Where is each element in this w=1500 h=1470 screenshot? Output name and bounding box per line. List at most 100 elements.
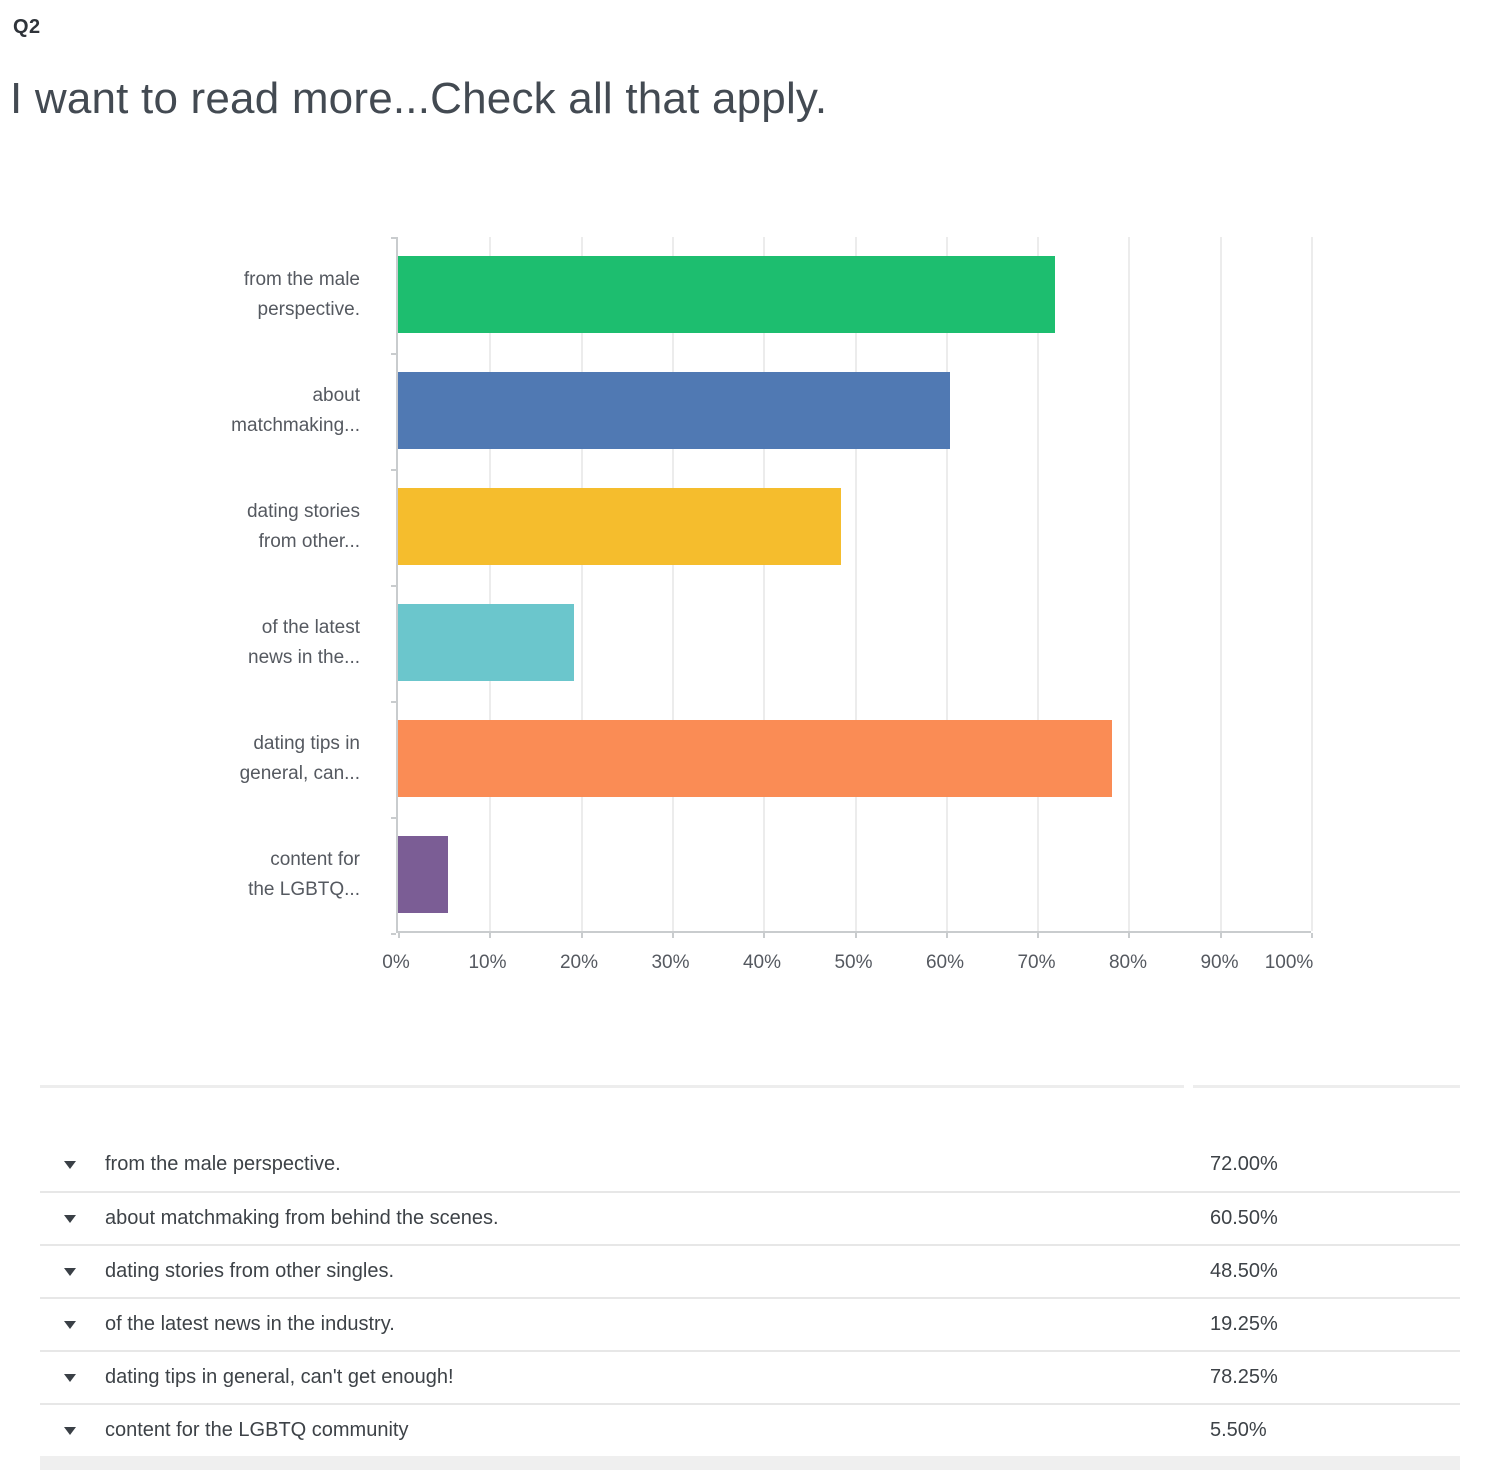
question-number: Q2 (13, 16, 41, 38)
x-axis-tick-label: 40% (742, 952, 782, 973)
category-label-line: about (312, 385, 360, 406)
chart-bar[interactable] (398, 256, 1056, 333)
x-axis-tick (1311, 933, 1313, 938)
response-percentage: 72.00% (1210, 1153, 1278, 1175)
response-percentage: 78.25% (1210, 1366, 1278, 1388)
gridline (763, 237, 766, 931)
x-axis-tick (854, 933, 857, 938)
gridline (945, 237, 948, 931)
table-row: from the male perspective. 72.00% (40, 1138, 1460, 1191)
chevron-down-icon (64, 1267, 76, 1276)
table-row: dating stories from other singles. 48.50% (40, 1244, 1460, 1297)
x-axis-tick-label: 20% (559, 952, 599, 973)
x-axis-tick-label: 70% (1017, 952, 1056, 973)
chart-bar[interactable] (398, 488, 841, 565)
chevron-down-icon (64, 1214, 76, 1223)
expand-row-button[interactable] (63, 1160, 77, 1169)
chevron-down-icon (64, 1160, 76, 1169)
expand-row-button[interactable] (63, 1426, 77, 1435)
category-label: content for the LGBTQ... (0, 817, 360, 933)
chart-bar[interactable] (398, 372, 951, 449)
table-row: about matchmaking from behind the scenes… (40, 1191, 1460, 1244)
answer-choices-column-header (40, 1085, 1184, 1088)
x-axis-tick-label: 90% (1200, 952, 1239, 973)
table-header-spacer (40, 1088, 1460, 1138)
category-label-line: perspective. (257, 299, 360, 320)
answer-choice-label: dating tips in general, can't get enough… (105, 1366, 454, 1388)
category-label: about matchmaking... (0, 353, 360, 469)
gridline (1037, 237, 1040, 931)
chevron-down-icon (64, 1373, 76, 1382)
y-axis-tick (391, 237, 396, 239)
expand-row-button[interactable] (63, 1373, 77, 1382)
category-label-line: dating tips in (253, 733, 360, 754)
response-percentage: 48.50% (1210, 1260, 1278, 1282)
chart-x-axis-labels: 0% 10% 20% 30% 40% 50% 60% 70% 80% 90% 100% (382, 952, 1314, 978)
answer-choice-label: of the latest news in the industry. (105, 1313, 395, 1335)
answer-choice-label: about matchmaking from behind the scenes… (105, 1207, 499, 1229)
answer-choices-table: from the male perspective. 72.00% about ma… (40, 1085, 1460, 1470)
answer-choice-label: from the male perspective. (105, 1153, 341, 1175)
x-axis-tick (671, 933, 674, 938)
bar-chart (391, 237, 1313, 938)
y-axis-tick (391, 353, 396, 355)
category-label-line: of the latest (261, 617, 360, 638)
chart-bar[interactable] (398, 836, 449, 913)
category-label: dating stories from other... (0, 469, 360, 585)
response-percentage: 19.25% (1210, 1313, 1278, 1335)
answer-choice-label: dating stories from other singles. (105, 1260, 395, 1282)
question-title: I want to read more...Check all that app… (10, 74, 828, 123)
category-label: from the male perspective. (0, 237, 360, 353)
x-axis-tick-label: 80% (1108, 952, 1148, 973)
y-axis-tick (391, 585, 396, 587)
table-row: of the latest news in the industry. 19.25… (40, 1297, 1460, 1350)
gridline (1219, 237, 1222, 931)
answer-choice-label: content for the LGBTQ community (105, 1419, 409, 1441)
y-axis-tick (391, 469, 396, 471)
y-axis-tick (391, 933, 396, 935)
x-axis-tick (945, 933, 948, 938)
x-axis-tick (580, 933, 583, 938)
table-row: dating tips in general, can't get enough… (40, 1350, 1460, 1403)
chart-bar[interactable] (398, 720, 1113, 797)
category-label-line: from the male (243, 269, 360, 290)
x-axis-tick-label: 100% (1264, 952, 1314, 973)
gridline (1128, 237, 1131, 931)
category-label-line: content for (270, 849, 360, 870)
x-axis-tick (398, 933, 400, 938)
gridline (1311, 237, 1313, 931)
table-footer-row (40, 1456, 1460, 1470)
y-axis-tick (391, 817, 396, 819)
x-axis-tick-label: 50% (834, 952, 873, 973)
x-axis-tick (763, 933, 766, 938)
gridline (489, 237, 492, 931)
chart-bar[interactable] (398, 604, 574, 681)
table-header-border (40, 1085, 1460, 1088)
table-row: content for the LGBTQ community 5.50% (40, 1403, 1460, 1456)
category-label: dating tips in general, can... (0, 701, 360, 817)
gridline (671, 237, 674, 931)
x-axis-tick-label: 30% (651, 952, 690, 973)
x-axis-tick (1128, 933, 1131, 938)
gridline (580, 237, 583, 931)
responses-column-header (1193, 1085, 1460, 1088)
category-label-line: matchmaking... (231, 415, 360, 436)
category-label: of the latest news in the... (0, 585, 360, 701)
expand-row-button[interactable] (63, 1214, 77, 1223)
category-label-line: news in the... (248, 647, 360, 668)
response-percentage: 5.50% (1210, 1419, 1267, 1441)
category-label-line: dating stories (246, 501, 360, 522)
expand-row-button[interactable] (63, 1320, 77, 1329)
x-axis-tick-label: 10% (468, 952, 507, 973)
x-axis-tick (489, 933, 492, 938)
chart-category-axis: from the male perspective. about matchmakin… (0, 237, 378, 933)
x-axis-tick (1037, 933, 1040, 938)
x-axis-tick-label: 60% (925, 952, 965, 973)
expand-row-button[interactable] (63, 1267, 77, 1276)
gridline (854, 237, 857, 931)
response-percentage: 60.50% (1210, 1207, 1278, 1229)
x-axis-tick (1219, 933, 1222, 938)
category-label-line: general, can... (239, 763, 360, 784)
category-label-line: from other... (258, 531, 360, 552)
y-axis-tick (391, 701, 396, 703)
